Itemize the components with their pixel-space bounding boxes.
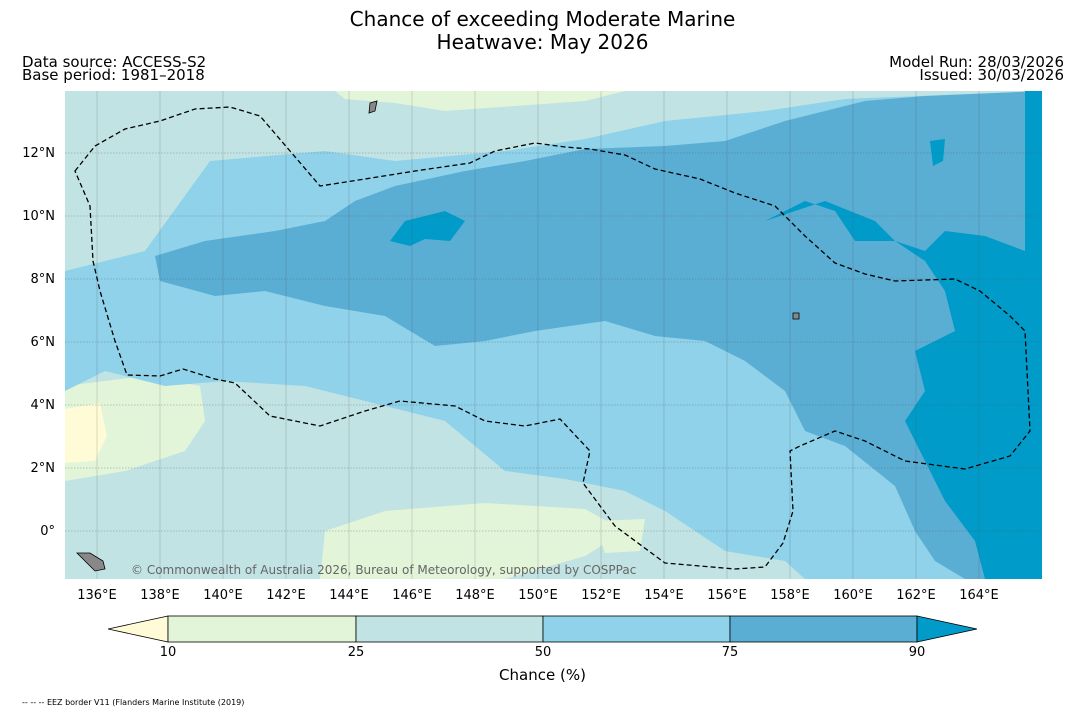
lon-label-152e: 152°E	[581, 588, 621, 603]
colorbar-segment-below-10	[108, 615, 169, 643]
meridians	[96, 91, 980, 579]
lon-label-142e: 142°E	[266, 588, 306, 603]
band-10-25-south2	[595, 519, 645, 553]
band-below-10	[65, 403, 107, 463]
band-10-25-west	[65, 376, 205, 481]
title-line-2: Heatwave: May 2026	[436, 30, 649, 54]
colorbar-label: Chance (%)	[499, 666, 586, 684]
band-75-90	[155, 91, 1042, 579]
footer-note: -- -- -- EEZ border V11 (Flanders Marine…	[22, 698, 245, 707]
lat-label-12n: 12°N	[22, 146, 55, 161]
band-above-90-east	[765, 91, 1042, 579]
data-source: Data source: ACCESS-S2	[22, 53, 207, 71]
gridlines	[65, 152, 1042, 532]
lon-label-140e: 140°E	[203, 588, 243, 603]
colorbar-tick-50: 50	[534, 645, 552, 660]
band-above-90-patch	[390, 211, 465, 246]
colorbar	[108, 615, 978, 643]
issued-date: Issued: 30/03/2026	[919, 66, 1064, 84]
colorbar-segment-50-75	[542, 615, 731, 643]
lat-label-10n: 10°N	[22, 209, 55, 224]
lon-label-156e: 156°E	[707, 588, 747, 603]
colorbar-tick-75: 75	[721, 645, 739, 660]
colorbar-tick-10: 10	[159, 645, 177, 660]
lon-label-150e: 150°E	[518, 588, 558, 603]
lon-label-160e: 160°E	[833, 588, 873, 603]
probability-map: © Commonwealth of Australia 2026, Bureau…	[65, 91, 1042, 579]
model-run: Model Run: 28/03/2026	[889, 53, 1064, 71]
band-10-25-south	[320, 503, 625, 579]
map-title: Chance of exceeding Moderate Marine Heat…	[0, 8, 1085, 54]
lat-label-2n: 2°N	[30, 461, 56, 476]
colorbar-segment-75-90	[729, 615, 918, 643]
lon-label-138e: 138°E	[140, 588, 180, 603]
title-line-1: Chance of exceeding Moderate Marine	[349, 7, 736, 31]
lat-label-6n: 6°N	[30, 335, 56, 350]
colorbar-segment-10-25	[167, 615, 357, 643]
copyright-text: © Commonwealth of Australia 2026, Bureau…	[131, 563, 636, 577]
island-north	[368, 100, 378, 114]
colorbar-tick-25: 25	[347, 645, 365, 660]
lon-label-136e: 136°E	[77, 588, 117, 603]
island-east	[792, 312, 800, 320]
island-south-west	[76, 552, 106, 572]
lat-label-8n: 8°N	[30, 272, 56, 287]
lat-label-4n: 4°N	[30, 398, 56, 413]
meta-left: Data source: ACCESS-S2 Base period: 1981…	[22, 53, 207, 84]
eez-border	[74, 106, 1031, 570]
lon-label-148e: 148°E	[455, 588, 495, 603]
lon-label-144e: 144°E	[329, 588, 369, 603]
lon-label-164e: 164°E	[959, 588, 999, 603]
lon-label-162e: 162°E	[896, 588, 936, 603]
band-10-25-north	[335, 91, 625, 111]
colorbar-tick-90: 90	[908, 645, 926, 660]
colorbar-segment-above-90	[916, 615, 978, 643]
meta-right: Model Run: 28/03/2026 Issued: 30/03/2026	[889, 53, 1064, 84]
lat-label-0: 0°	[40, 524, 55, 539]
band-above-90-small	[930, 139, 945, 166]
lon-label-158e: 158°E	[770, 588, 810, 603]
lon-label-146e: 146°E	[392, 588, 432, 603]
lon-label-154e: 154°E	[644, 588, 684, 603]
colorbar-segment-25-50	[355, 615, 544, 643]
base-period: Base period: 1981–2018	[22, 66, 205, 84]
